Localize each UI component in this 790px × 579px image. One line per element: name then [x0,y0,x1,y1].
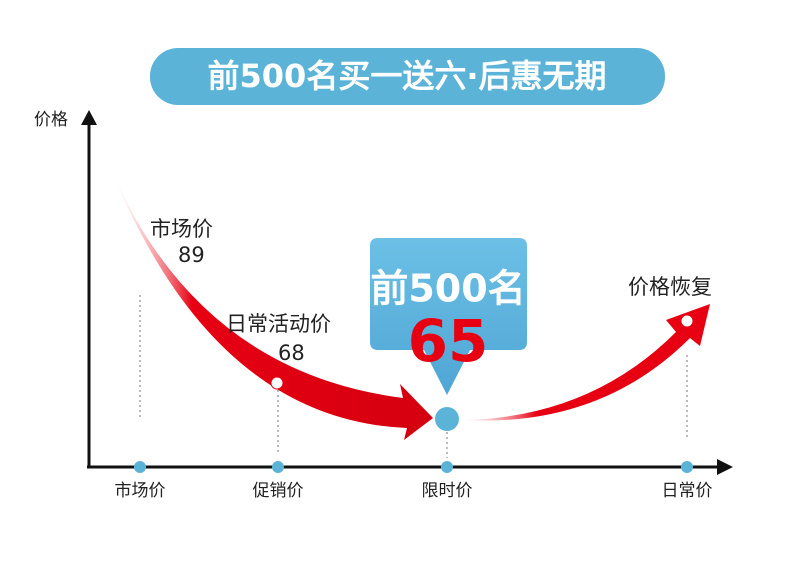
x-dot [272,461,284,473]
point-price: 68 [278,341,305,365]
y-axis-label: 价格 [34,110,68,130]
point-dot [680,314,694,328]
x-label: 市场价 [115,481,166,501]
x-dot [441,461,453,473]
price-drop-arrow [112,172,433,440]
banner-title: 前500名买一送六·后惠无期 [208,57,607,95]
x-label: 日常价 [662,481,713,501]
callout-label: 前500名 [370,267,525,311]
y-arrow [81,110,97,125]
x-arrow [717,459,733,475]
callout-box [370,238,527,395]
banner-bg [150,48,665,105]
x-label: 促销价 [253,481,304,501]
point-dot [435,407,459,431]
x-dot [681,461,693,473]
point-price: 89 [178,243,205,267]
x-dot [134,461,146,473]
point-label: 市场价 [150,217,213,241]
point-label: 价格恢复 [628,275,712,299]
point-dot [270,376,284,390]
point-label: 日常活动价 [226,312,331,336]
x-ticks: 市场价 促销价 限时价 日常价 [115,461,713,501]
x-label: 限时价 [422,481,473,501]
callout-price: 65 [408,307,489,375]
